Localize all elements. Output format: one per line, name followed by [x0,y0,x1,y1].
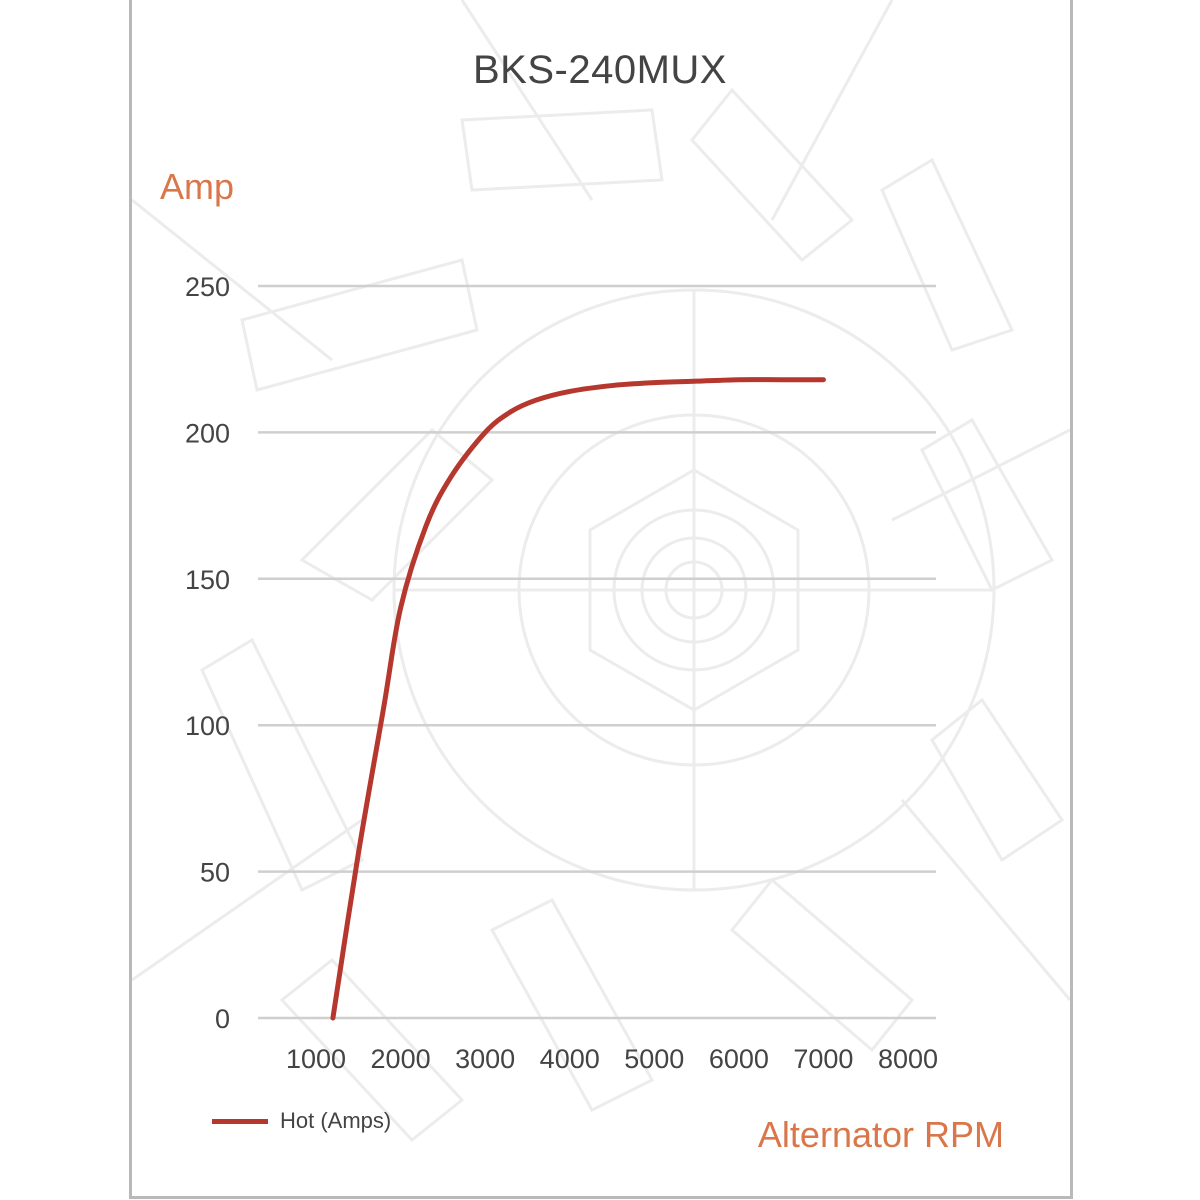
x-tick-label: 2000 [371,1044,431,1074]
y-tick-label: 50 [200,858,230,888]
legend: Hot (Amps) [212,1106,391,1136]
y-tick-label: 0 [215,1004,230,1034]
chart-title: BKS-240MUX [473,48,727,92]
y-tick-label: 250 [185,272,230,302]
y-tick-label: 100 [185,711,230,741]
x-tick-label: 7000 [793,1044,853,1074]
y-tick-label: 200 [185,418,230,448]
y-axis-label: Amp [160,166,235,207]
alternator-watermark [132,0,1070,1143]
x-tick-label: 1000 [286,1044,346,1074]
x-axis-label: Alternator RPM [757,1114,1004,1155]
chart-frame [129,0,1073,1199]
legend-swatch [212,1118,268,1124]
y-tick-label: 150 [185,565,230,595]
x-tick-label: 4000 [540,1044,600,1074]
x-tick-label: 8000 [878,1044,938,1074]
x-tick-label: 3000 [455,1044,515,1074]
x-tick-label: 6000 [709,1044,769,1074]
legend-label: Hot (Amps) [280,1108,392,1133]
x-tick-label: 5000 [624,1044,684,1074]
series-line-hot-amps [330,377,826,1021]
